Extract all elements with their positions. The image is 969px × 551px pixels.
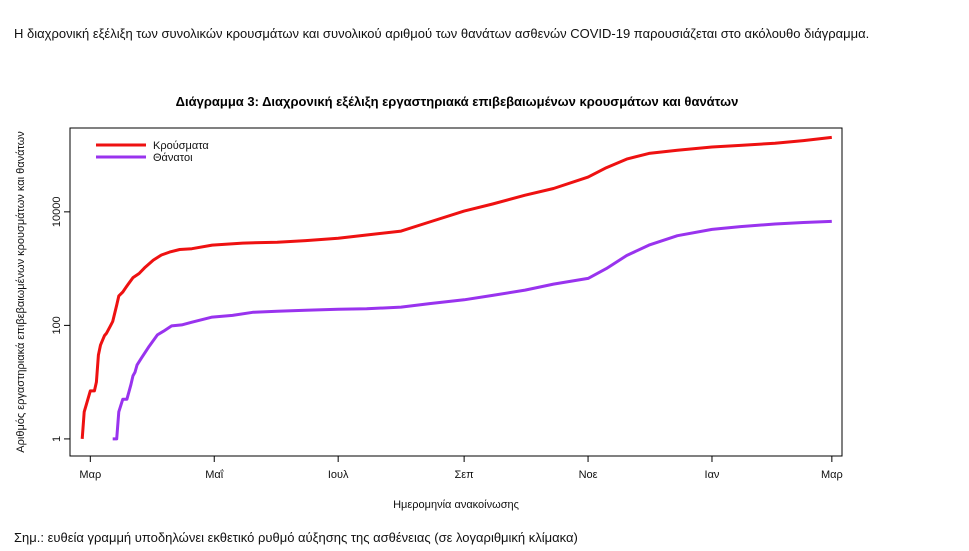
y-axis-label: Αριθμός εργαστηριακά επιβεβαιωμένων κρου… (15, 131, 27, 453)
x-tick-label: Μαΐ (205, 469, 224, 481)
x-tick-label: Ιουλ (328, 469, 349, 481)
footnote: Σημ.: ευθεία γραμμή υποδηλώνει εκθετικό … (14, 530, 578, 545)
plot-frame (69, 127, 843, 457)
x-tick-label: Μαρ (821, 469, 843, 481)
intro-paragraph: Η διαχρονική εξέλιξη των συνολικών κρουσ… (14, 26, 870, 41)
x-tick-label: Μαρ (79, 469, 101, 481)
series-line-deaths (112, 219, 832, 441)
y-axis: 1 100 10000 (51, 197, 70, 442)
y-tick-label: 1 (51, 436, 63, 442)
series-lines (80, 135, 832, 441)
x-tick-label: Ιαν (705, 469, 720, 481)
x-tick-label: Νοε (579, 469, 598, 481)
x-tick-label: Σεπ (454, 469, 474, 481)
y-tick-label: 10000 (51, 197, 63, 228)
legend-label: Κρούσματα (153, 140, 209, 152)
chart: Διάγραμμα 3: Διαχρονική εξέλιξη εργαστηρ… (15, 94, 843, 511)
y-tick-label: 100 (51, 316, 63, 334)
legend-label: Θάνατοι (153, 152, 193, 164)
series-line-cases (80, 135, 832, 440)
x-axis: Μαρ Μαΐ Ιουλ Σεπ Νοε Ιαν Μαρ (79, 456, 843, 481)
chart-title: Διάγραμμα 3: Διαχρονική εξέλιξη εργαστηρ… (176, 94, 739, 109)
x-axis-label: Ημερομηνία ανακοίνωσης (393, 499, 519, 511)
